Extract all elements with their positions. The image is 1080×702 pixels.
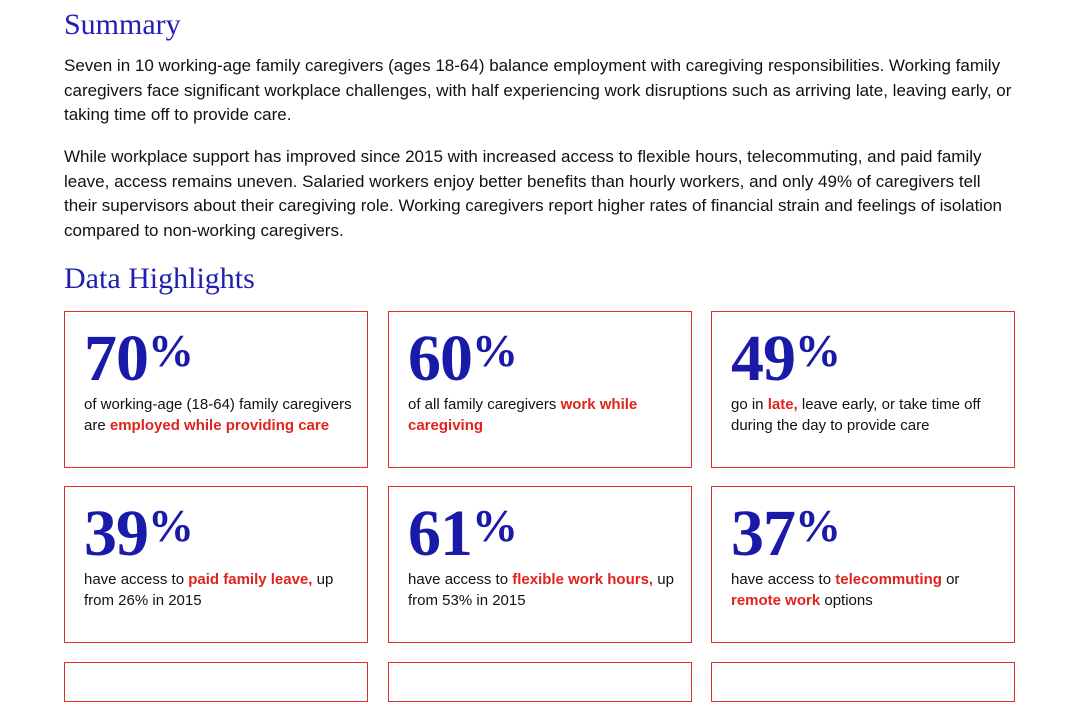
highlight-stat-unit: % xyxy=(148,500,194,551)
highlight-text: up from 53% in 2015 xyxy=(408,571,674,609)
highlight-text: or xyxy=(941,571,960,588)
highlight-card-cropped xyxy=(711,662,1015,702)
highlight-stat: 37% xyxy=(731,500,841,567)
highlight-card: 37% have access to telecommuting or remot… xyxy=(711,486,1015,643)
highlight-stat: 39% xyxy=(84,500,194,567)
highlight-card: 60% of all family caregivers work while c… xyxy=(388,311,692,468)
highlight-card-cropped xyxy=(388,662,692,702)
highlight-stat-unit: % xyxy=(472,500,518,551)
highlight-card: 70% of working-age (18-64) family caregiv… xyxy=(64,311,368,468)
highlight-stat: 61% xyxy=(408,500,518,567)
highlight-text: up from 26% in 2015 xyxy=(84,571,334,609)
highlight-stat-value: 49 xyxy=(731,322,796,395)
highlight-stat-value: 60 xyxy=(408,322,473,395)
highlight-text: have access to xyxy=(408,571,513,588)
highlight-stat-unit: % xyxy=(472,325,518,376)
highlight-description: of all family caregivers work while care… xyxy=(408,394,676,436)
highlight-emphasis-text: telecommuting xyxy=(835,571,942,588)
highlight-description: go in late, leave early, or take time of… xyxy=(731,394,999,436)
summary-paragraph-1: Seven in 10 working-age family caregiver… xyxy=(64,56,1012,124)
highlight-stat-value: 39 xyxy=(84,497,149,570)
highlight-emphasis-text: employed while providing care xyxy=(109,417,330,434)
highlight-text: of all family caregivers xyxy=(408,396,561,413)
highlight-emphasis-text: late, xyxy=(767,396,798,413)
highlight-stat-unit: % xyxy=(795,500,841,551)
highlight-text: options xyxy=(820,592,873,609)
highlight-card: 39% have access to paid family leave, up … xyxy=(64,486,368,643)
summary-heading: Summary xyxy=(64,8,181,41)
summary-paragraph-2: While workplace support has improved sin… xyxy=(64,147,1002,240)
highlight-card-cropped xyxy=(64,662,368,702)
highlight-stat-unit: % xyxy=(148,325,194,376)
highlight-emphasis-text: flexible work hours, xyxy=(512,571,654,588)
highlight-text: have access to xyxy=(84,571,189,588)
highlight-description: have access to paid family leave, up fro… xyxy=(84,569,352,611)
highlight-stat-value: 37 xyxy=(731,497,796,570)
highlight-emphasis-text: remote work xyxy=(731,592,821,609)
data-highlights-heading: Data Highlights xyxy=(64,262,255,295)
highlight-text: of working-age (18-64) family caregivers… xyxy=(84,396,352,434)
highlight-stat: 70% xyxy=(84,325,194,392)
highlight-emphasis-text: paid family leave, xyxy=(188,571,313,588)
highlight-stat-value: 70 xyxy=(84,322,149,395)
highlight-stat-value: 61 xyxy=(408,497,473,570)
highlight-card: 61% have access to flexible work hours, u… xyxy=(388,486,692,643)
highlight-stat-unit: % xyxy=(795,325,841,376)
highlight-description: have access to telecommuting or remote w… xyxy=(731,569,999,611)
highlight-text: go in xyxy=(731,396,768,413)
highlight-emphasis-text: work while caregiving xyxy=(408,396,638,434)
highlight-description: have access to flexible work hours, up f… xyxy=(408,569,676,611)
highlight-text: leave early, or take time off during the… xyxy=(731,396,981,434)
highlight-stat: 49% xyxy=(731,325,841,392)
highlight-description: of working-age (18-64) family caregivers… xyxy=(84,394,352,436)
highlight-text: have access to xyxy=(731,571,836,588)
highlight-card: 49% go in late, leave early, or take time… xyxy=(711,311,1015,468)
highlight-stat: 60% xyxy=(408,325,518,392)
